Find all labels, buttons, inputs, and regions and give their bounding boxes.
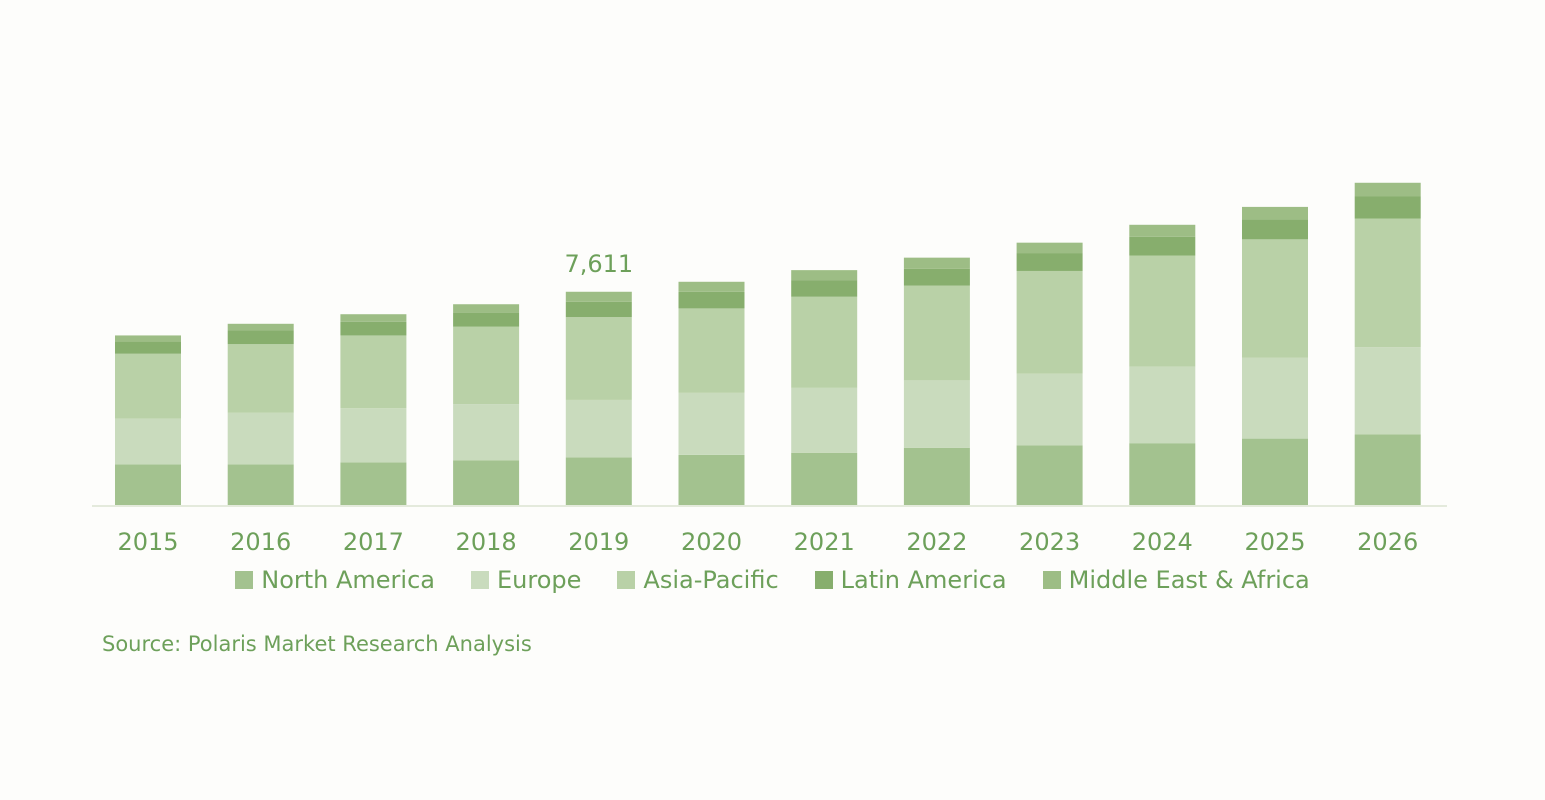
bar-segment-2015-asia-pacific — [115, 353, 181, 419]
legend-label: Middle East & Africa — [1068, 566, 1310, 594]
legend-item-north-america: North America — [235, 566, 435, 594]
bar-segment-2021-middle-east-africa — [791, 270, 858, 281]
bar-segment-2018-middle-east-africa — [453, 304, 520, 313]
legend: North America Europe Asia-Pacific Latin Ame… — [0, 566, 1545, 594]
x-tick-label-2020: 2020 — [681, 528, 742, 556]
bar-segment-2025-north-america — [1242, 438, 1308, 506]
legend-label: Latin America — [840, 566, 1007, 594]
bar-segment-2015-europe — [115, 418, 181, 465]
legend-item-europe: Europe — [471, 566, 581, 594]
x-tick-label-2015: 2015 — [117, 528, 178, 556]
bar-segment-2024-asia-pacific — [1129, 255, 1196, 367]
x-tick-label-2023: 2023 — [1019, 528, 1080, 556]
legend-swatch — [814, 571, 833, 589]
bar-segment-2016-north-america — [227, 464, 294, 506]
bar-segment-2025-middle-east-africa — [1242, 206, 1308, 220]
bar-segment-2022-europe — [903, 380, 970, 448]
bar-segment-2018-latin-america — [453, 312, 520, 327]
bar-segment-2017-asia-pacific — [340, 335, 407, 409]
legend-label: Asia-Pacific — [643, 566, 779, 594]
bar-segment-2023-middle-east-africa — [1016, 242, 1083, 254]
bar-segment-2026-middle-east-africa — [1354, 182, 1421, 197]
bar-segment-2026-latin-america — [1354, 196, 1421, 219]
legend-swatch — [471, 571, 489, 589]
bar-segment-2021-asia-pacific — [791, 296, 858, 388]
bar-segment-2020-latin-america — [678, 291, 745, 309]
bar-segment-2023-north-america — [1016, 445, 1083, 506]
x-tick-label-2026: 2026 — [1357, 528, 1418, 556]
bar-segment-2019-north-america — [565, 457, 632, 506]
bar-segment-2019-middle-east-africa — [565, 291, 632, 302]
bar-segment-2021-latin-america — [791, 280, 858, 297]
bar-segment-2025-latin-america — [1242, 219, 1308, 240]
bar-segment-2021-north-america — [791, 452, 858, 506]
bar-segment-2023-asia-pacific — [1016, 270, 1083, 374]
legend-swatch — [1042, 571, 1061, 589]
bar-segment-2020-europe — [678, 392, 745, 455]
x-tick-label-2022: 2022 — [906, 528, 967, 556]
x-tick-label-2017: 2017 — [343, 528, 404, 556]
bar-segment-2024-north-america — [1129, 443, 1196, 506]
bar-segment-2026-europe — [1354, 347, 1421, 435]
bar-segment-2022-latin-america — [903, 268, 970, 286]
bar-segment-2015-north-america — [115, 464, 181, 506]
bar-segment-2020-middle-east-africa — [678, 281, 745, 292]
bar-segment-2022-middle-east-africa — [903, 257, 970, 269]
bar-segment-2024-europe — [1129, 366, 1196, 444]
legend-item-middle-east-africa: Middle East & Africa — [1042, 566, 1310, 594]
x-tick-label-2024: 2024 — [1132, 528, 1193, 556]
bar-segment-2018-north-america — [453, 460, 520, 506]
bar-segment-2016-asia-pacific — [227, 344, 294, 413]
bar-segment-2020-north-america — [678, 454, 745, 506]
bar-segment-2018-europe — [453, 404, 520, 461]
legend-swatch — [235, 571, 254, 589]
legend-label: North America — [261, 566, 435, 594]
bar-segment-2022-north-america — [903, 447, 970, 506]
bar-segment-2023-europe — [1016, 373, 1083, 446]
bar-segment-2016-middle-east-africa — [227, 323, 294, 331]
data-label-2019: 7,611 — [564, 250, 633, 278]
bar-segment-2025-europe — [1242, 357, 1308, 439]
x-tick-label-2019: 2019 — [568, 528, 629, 556]
legend-swatch — [617, 571, 636, 589]
bar-segment-2026-north-america — [1354, 434, 1421, 506]
legend-label: Europe — [497, 566, 582, 594]
bar-segment-2019-asia-pacific — [565, 317, 632, 400]
bar-segment-2023-latin-america — [1016, 253, 1083, 271]
x-tick-label-2025: 2025 — [1244, 528, 1305, 556]
legend-item-latin-america: Latin America — [814, 566, 1007, 594]
source-note: Source: Polaris Market Research Analysis — [102, 632, 532, 656]
bar-segment-2017-europe — [340, 408, 407, 463]
bar-segment-2017-latin-america — [340, 321, 407, 336]
bar-segment-2015-middle-east-africa — [115, 335, 181, 342]
bar-segment-2020-asia-pacific — [678, 308, 745, 393]
bar-segment-2016-latin-america — [227, 330, 294, 345]
bar-segment-2016-europe — [227, 412, 294, 465]
bar-segment-2019-europe — [565, 399, 632, 458]
bar-segment-2017-north-america — [340, 462, 407, 506]
bar-segment-2018-asia-pacific — [453, 326, 520, 405]
bar-segment-2015-latin-america — [115, 341, 181, 354]
bar-segment-2025-asia-pacific — [1242, 239, 1308, 358]
bar-segment-2017-middle-east-africa — [340, 314, 407, 322]
bar-segment-2024-latin-america — [1129, 236, 1196, 256]
bar-segment-2026-asia-pacific — [1354, 218, 1421, 348]
x-tick-label-2021: 2021 — [794, 528, 855, 556]
bar-segment-2024-middle-east-africa — [1129, 224, 1196, 237]
bar-segment-2019-latin-america — [565, 301, 632, 318]
bar-segment-2021-europe — [791, 387, 858, 453]
x-tick-label-2018: 2018 — [456, 528, 517, 556]
legend-item-asia-pacific: Asia-Pacific — [617, 566, 779, 594]
bar-segment-2022-asia-pacific — [903, 285, 970, 381]
x-tick-label-2016: 2016 — [230, 528, 291, 556]
